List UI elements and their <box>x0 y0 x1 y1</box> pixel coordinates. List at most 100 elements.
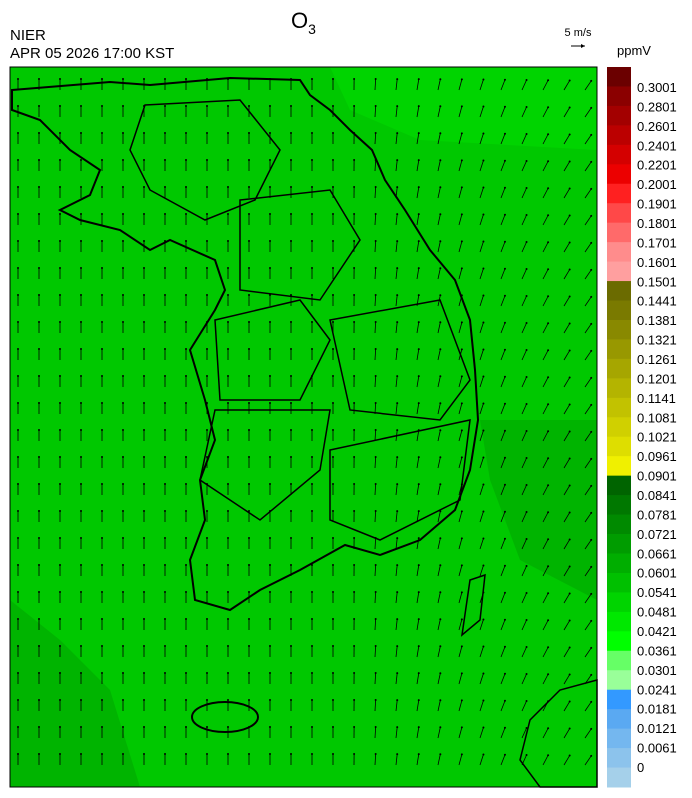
wind-arrow <box>479 538 484 550</box>
wind-arrowhead <box>482 105 485 108</box>
wind-arrowhead <box>269 186 271 188</box>
wind-arrowhead <box>59 240 61 242</box>
wind-arrowhead <box>164 618 166 620</box>
wind-arrow <box>584 512 592 523</box>
wind-arrow <box>479 646 484 658</box>
wind-arrowhead <box>269 159 271 161</box>
wind-arrow <box>542 215 549 226</box>
wind-arrowhead <box>227 78 229 80</box>
wind-arrowhead <box>332 375 334 377</box>
wind-arrowhead <box>227 510 229 512</box>
wind-arrow <box>479 79 484 91</box>
wind-arrowhead <box>332 186 334 188</box>
wind-arrow <box>437 187 441 199</box>
wind-arrowhead <box>80 591 82 593</box>
wind-arrowhead <box>374 429 377 432</box>
wind-arrowhead <box>568 592 571 595</box>
wind-arrowhead <box>311 105 313 107</box>
wind-arrowhead <box>143 240 145 242</box>
wind-arrowhead <box>525 483 528 486</box>
title: O3 <box>291 8 316 37</box>
wind-arrow <box>437 106 441 118</box>
wind-arrow <box>500 619 506 631</box>
wind-arrowhead <box>185 240 187 242</box>
wind-arrow <box>458 268 463 280</box>
wind-arrowhead <box>503 591 506 594</box>
wind-arrowhead <box>460 726 463 729</box>
wind-arrowhead <box>525 132 528 135</box>
wind-arrow <box>584 539 592 550</box>
wind-arrowhead <box>353 510 356 513</box>
wind-arrowhead <box>417 348 420 351</box>
wind-arrowhead <box>227 267 229 269</box>
wind-arrow <box>584 404 592 415</box>
wind-arrow <box>542 269 549 280</box>
wind-arrowhead <box>417 132 420 135</box>
colorbar-label: 0.0721 <box>637 527 677 542</box>
wind-arrowhead <box>17 240 19 242</box>
wind-arrowhead <box>311 483 313 485</box>
colorbar-segment <box>607 144 631 165</box>
wind-arrowhead <box>80 402 82 404</box>
wind-arrowhead <box>503 726 506 729</box>
wind-arrowhead <box>185 321 187 323</box>
wind-arrow <box>563 215 570 226</box>
wind-arrowhead <box>482 267 485 270</box>
wind-arrowhead <box>269 240 271 242</box>
wind-arrowhead <box>590 403 593 406</box>
wind-arrow <box>563 458 570 469</box>
wind-arrow <box>542 296 549 307</box>
wind-arrowhead <box>206 213 208 215</box>
wind-arrowhead <box>503 510 506 513</box>
wind-arrowhead <box>122 294 124 296</box>
wind-arrowhead <box>101 294 103 296</box>
wind-arrowhead <box>17 321 19 323</box>
wind-arrow <box>374 132 377 145</box>
wind-arrow <box>395 349 398 361</box>
wind-arrowhead <box>38 726 40 728</box>
wind-arrow <box>563 485 570 496</box>
wind-arrowhead <box>206 294 208 296</box>
wind-arrowhead <box>290 321 292 323</box>
wind-arrow <box>542 323 549 334</box>
colorbar-label: 0.1901 <box>637 197 677 212</box>
wind-arrowhead <box>248 429 250 431</box>
wind-arrow <box>584 107 592 118</box>
wind-arrow <box>584 80 592 91</box>
wind-arrowhead <box>227 483 229 485</box>
colorbar-segment <box>607 728 631 749</box>
wind-arrowhead <box>164 429 166 431</box>
wind-arrowhead <box>547 538 550 541</box>
wind-arrowhead <box>547 79 550 82</box>
wind-arrowhead <box>353 321 356 324</box>
wind-arrow <box>542 566 549 577</box>
wind-arrow <box>563 269 570 280</box>
wind-arrow <box>416 754 420 766</box>
wind-arrowhead <box>143 159 145 161</box>
wind-arrow <box>563 647 570 658</box>
province-borders <box>129 99 471 541</box>
wind-arrow <box>584 566 592 577</box>
wind-arrowhead <box>332 429 334 431</box>
colorbar-label: 0.2201 <box>637 158 677 173</box>
wind-arrowhead <box>332 456 334 458</box>
wind-arrowhead <box>59 159 61 161</box>
wind-arrow <box>542 377 549 388</box>
wind-arrowhead <box>227 753 229 755</box>
wind-arrow <box>437 457 441 469</box>
wind-arrowhead <box>439 78 442 81</box>
wind-arrowhead <box>590 457 593 460</box>
wind-arrow <box>521 322 527 334</box>
wind-arrowhead <box>206 240 208 242</box>
wind-arrowhead <box>17 564 19 566</box>
wind-arrowhead <box>417 159 420 162</box>
wind-arrowhead <box>439 753 442 756</box>
wind-arrowhead <box>439 429 442 432</box>
wind-arrow <box>500 106 506 118</box>
wind-arrowhead <box>417 186 420 189</box>
wind-arrow <box>437 619 441 631</box>
wind-arrow <box>563 80 570 91</box>
wind-arrow <box>521 187 527 199</box>
wind-arrowhead <box>185 132 187 134</box>
wind-arrowhead <box>547 241 550 244</box>
